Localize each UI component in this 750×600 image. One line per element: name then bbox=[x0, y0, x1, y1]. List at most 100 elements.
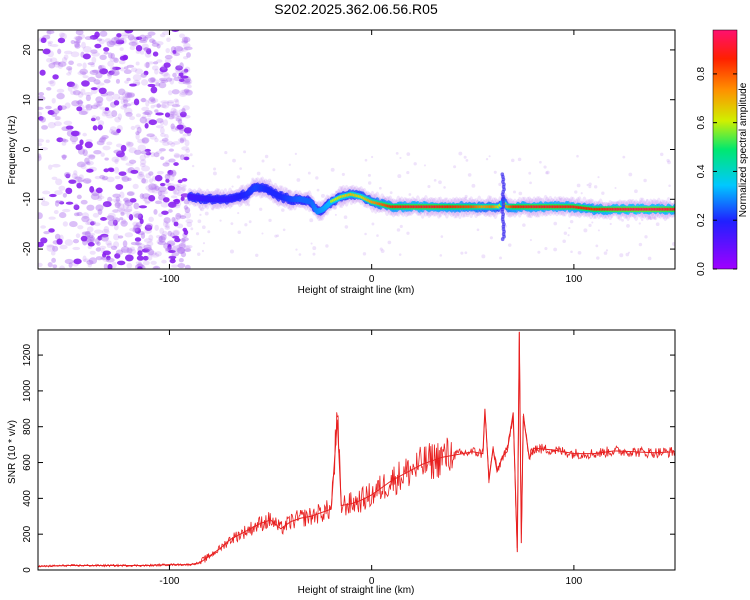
noise-cell bbox=[155, 82, 161, 87]
noise-cell bbox=[136, 126, 142, 134]
noise-cell bbox=[276, 234, 280, 238]
noise-cell bbox=[163, 119, 168, 126]
noise-cell bbox=[179, 62, 184, 70]
noise-cell bbox=[426, 212, 430, 216]
noise-cell bbox=[65, 187, 73, 195]
noise-cell bbox=[54, 116, 62, 121]
noise-cell bbox=[645, 199, 649, 202]
noise-cell bbox=[577, 250, 582, 255]
noise-cell bbox=[91, 52, 101, 57]
noise-cell bbox=[155, 200, 163, 205]
noise-cell bbox=[124, 107, 133, 115]
noise-cell bbox=[179, 128, 184, 134]
noise-cell bbox=[82, 178, 92, 184]
noise-cell bbox=[197, 252, 201, 256]
noise-cell bbox=[104, 107, 110, 112]
noise-cell bbox=[518, 191, 523, 196]
noise-cell bbox=[135, 61, 140, 66]
noise-cell bbox=[186, 52, 191, 58]
noise-cell bbox=[82, 75, 89, 79]
noise-cell bbox=[433, 178, 437, 182]
noise-cell bbox=[90, 87, 98, 91]
noise-cell bbox=[102, 250, 111, 256]
noise-cell bbox=[107, 60, 115, 67]
noise-cell bbox=[147, 187, 156, 193]
noise-cell bbox=[465, 159, 469, 162]
noise-cell bbox=[93, 79, 101, 85]
noise-cell bbox=[170, 111, 175, 115]
noise-cell bbox=[668, 184, 671, 187]
noise-cell bbox=[499, 256, 502, 260]
noise-cell bbox=[181, 186, 187, 192]
noise-cell bbox=[151, 42, 160, 47]
noise-cell bbox=[517, 157, 522, 162]
noise-cell bbox=[106, 141, 113, 146]
noise-cell bbox=[232, 158, 236, 163]
noise-cell bbox=[281, 208, 285, 212]
noise-cell bbox=[127, 191, 136, 196]
noise-cell bbox=[87, 242, 95, 247]
noise-cell bbox=[156, 59, 163, 63]
noise-cell bbox=[120, 144, 127, 152]
noise-cell bbox=[110, 52, 115, 60]
noise-cell bbox=[119, 55, 128, 61]
noise-cell bbox=[91, 69, 100, 73]
noise-cell bbox=[529, 181, 532, 185]
noise-cell bbox=[119, 217, 124, 221]
noise-cell bbox=[95, 247, 102, 252]
noise-cell bbox=[177, 65, 182, 72]
noise-cell bbox=[476, 228, 480, 232]
noise-cell bbox=[74, 179, 81, 185]
noise-cell bbox=[488, 155, 491, 158]
noise-cell bbox=[170, 123, 175, 130]
noise-cell bbox=[173, 204, 181, 209]
noise-cell bbox=[588, 223, 592, 227]
noise-cell bbox=[172, 108, 179, 116]
noise-cell bbox=[148, 171, 154, 176]
noise-cell bbox=[255, 253, 259, 257]
noise-cell bbox=[145, 151, 152, 156]
noise-cell bbox=[50, 44, 59, 48]
x-tick-label: 100 bbox=[566, 576, 583, 587]
noise-cell bbox=[184, 78, 191, 83]
noise-cell bbox=[59, 201, 65, 205]
noise-cell bbox=[90, 104, 99, 110]
y-tick-label: 800 bbox=[22, 418, 33, 435]
noise-cell bbox=[101, 177, 108, 181]
noise-cell bbox=[39, 69, 46, 76]
noise-cell bbox=[185, 219, 194, 224]
noise-cell bbox=[77, 91, 84, 98]
noise-cell bbox=[107, 219, 117, 227]
noise-cell bbox=[148, 251, 157, 256]
noise-cell bbox=[201, 249, 205, 253]
noise-cell bbox=[183, 42, 191, 49]
noise-cell bbox=[112, 219, 118, 226]
noise-cell bbox=[332, 205, 337, 210]
noise-cell bbox=[114, 175, 121, 180]
noise-cell bbox=[154, 224, 159, 231]
noise-cell bbox=[132, 227, 139, 233]
noise-cell bbox=[56, 238, 63, 245]
noise-cell bbox=[156, 118, 164, 124]
noise-cell bbox=[160, 104, 167, 109]
noise-cell bbox=[537, 250, 541, 254]
noise-cell bbox=[119, 47, 124, 51]
noise-cell bbox=[171, 171, 177, 176]
noise-cell bbox=[84, 36, 94, 41]
noise-cell bbox=[149, 38, 156, 44]
noise-cell bbox=[55, 200, 64, 204]
noise-cell bbox=[145, 172, 152, 179]
noise-cell bbox=[101, 135, 109, 140]
colorbar-tick-label: 0.6 bbox=[696, 115, 707, 129]
colorbar-gradient bbox=[712, 29, 738, 270]
noise-cell bbox=[159, 66, 168, 73]
noise-cell bbox=[155, 235, 162, 239]
noise-cell bbox=[177, 186, 186, 193]
noise-cell bbox=[485, 158, 489, 161]
noise-cell bbox=[563, 231, 568, 235]
noise-cell bbox=[42, 190, 51, 195]
snr-x-ticks: -100 0 100 bbox=[159, 330, 583, 587]
noise-cell bbox=[96, 100, 104, 107]
noise-cell bbox=[638, 222, 641, 225]
noise-cell bbox=[128, 248, 136, 255]
